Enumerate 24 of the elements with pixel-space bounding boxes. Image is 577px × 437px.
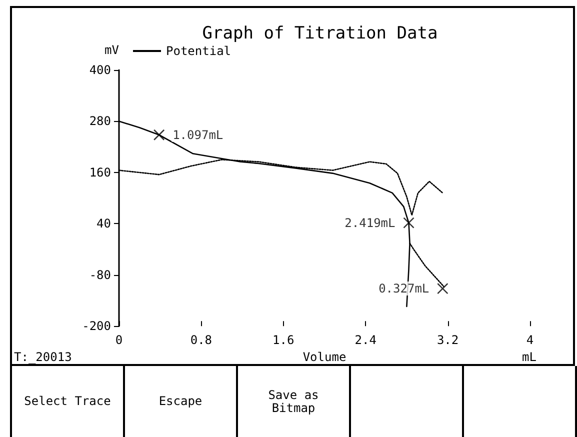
chart-title: Graph of Titration Data [202, 24, 438, 44]
button: Select Trace [12, 366, 125, 437]
y-tick-label: 280 [89, 114, 111, 128]
annotation: 0.327mL [378, 282, 430, 296]
y-tick-label: -200 [82, 319, 111, 334]
y-tick-label: -80 [89, 268, 111, 282]
x-tick-label: 1.6 [272, 333, 294, 348]
y-tick-label: 160 [89, 165, 111, 180]
button: Escape [125, 366, 238, 437]
x-axis-title: Volume [302, 350, 346, 364]
x-tick-label: 0 [115, 333, 123, 348]
y-tick-label: 40 [96, 216, 111, 231]
annotation: 1.097mL [172, 128, 224, 142]
text: T:_20013 [14, 350, 72, 364]
y-tick-label: 400 [89, 63, 111, 77]
x-tick-label: 2.4 [354, 333, 376, 348]
y-axis-title: mV [104, 43, 119, 57]
button: Save as Bitmap [238, 366, 351, 437]
x-tick-label: 3.2 [436, 333, 459, 348]
x-tick-label: 0.8 [190, 333, 212, 348]
annotation: 2.419mL [344, 216, 396, 230]
text: mL [522, 350, 536, 364]
legend-label: Potential [166, 44, 232, 58]
x-tick-label: 4 [526, 333, 534, 348]
